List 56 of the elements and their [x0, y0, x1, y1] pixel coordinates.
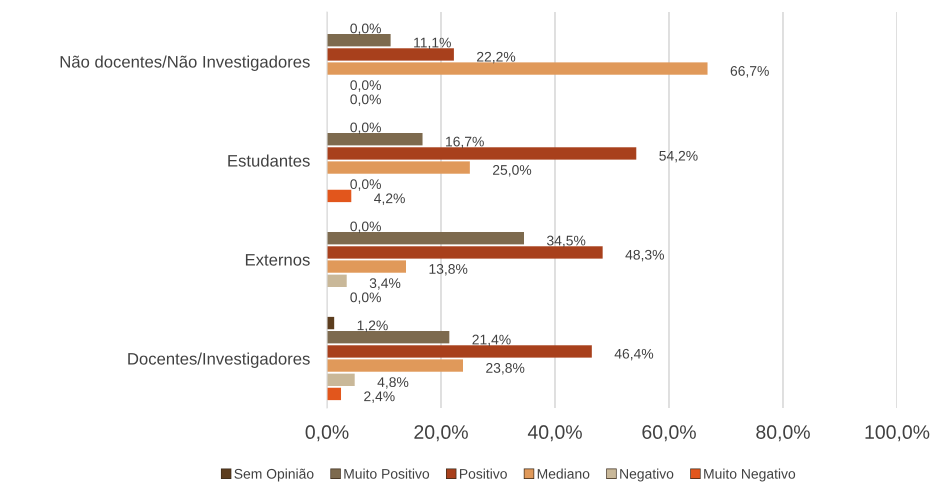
data-label: 46,4% [614, 348, 654, 360]
data-label: 16,7% [446, 136, 484, 148]
data-label: 34,5% [546, 236, 586, 248]
y-tick-label: Docentes/Investigadores [128, 352, 310, 368]
bar [327, 359, 464, 372]
data-label: 0,0% [350, 292, 381, 304]
data-label: 21,4% [472, 334, 511, 346]
y-tick-label: Não docentes/Não Investigadores [60, 55, 310, 71]
data-label: 48,3% [625, 250, 664, 262]
bar [327, 260, 406, 273]
y-tick-label: Externos [246, 254, 310, 266]
bar [327, 34, 391, 46]
x-tick-label: 100,0% [866, 425, 930, 442]
x-tick-label: 20,0% [414, 425, 468, 442]
data-label: 54,2% [659, 150, 698, 162]
bar [327, 246, 603, 259]
data-label: 1,2% [358, 320, 388, 332]
bar [327, 161, 470, 174]
bar [327, 133, 423, 146]
bar [327, 274, 347, 287]
data-label: 13,8% [430, 264, 468, 276]
data-label: 0,0% [350, 122, 381, 134]
data-label: 2,4% [364, 391, 395, 403]
data-label: 25,0% [493, 165, 532, 177]
bar [327, 345, 592, 358]
data-label: 11,1% [414, 38, 451, 50]
data-label: 0,0% [350, 94, 381, 106]
bar [327, 190, 352, 202]
bar [327, 374, 355, 386]
bar [327, 388, 342, 400]
legend-label: Muito Positivo [344, 468, 430, 479]
legend-label: Positivo [460, 468, 507, 479]
legend-label: Negativo [620, 468, 674, 482]
legend-label: Mediano [538, 468, 590, 479]
x-tick-label: 80,0% [756, 425, 810, 442]
data-label: 3,4% [370, 278, 400, 290]
bar [327, 48, 454, 61]
data-label: 0,0% [350, 221, 381, 233]
data-label: 0,0% [350, 179, 381, 191]
data-label: 4,2% [374, 193, 405, 205]
data-label: 0,0% [350, 23, 381, 35]
data-label: 4,8% [377, 377, 408, 389]
x-tick-label: 40,0% [528, 425, 582, 442]
data-label: 22,2% [477, 52, 516, 64]
bar [327, 232, 524, 244]
bar [327, 147, 636, 160]
legend-label: Sem Opinião [234, 468, 314, 482]
data-label: 23,8% [486, 363, 524, 375]
data-label: 66,7% [730, 66, 769, 78]
y-tick-label: Estudantes [228, 154, 310, 167]
bar [327, 331, 450, 344]
x-tick-label: 0,0% [306, 425, 348, 442]
data-label: 0,0% [350, 80, 381, 92]
bar [327, 62, 708, 75]
x-tick-label: 60,0% [642, 425, 696, 442]
legend-label: Muito Negativo [704, 468, 796, 482]
